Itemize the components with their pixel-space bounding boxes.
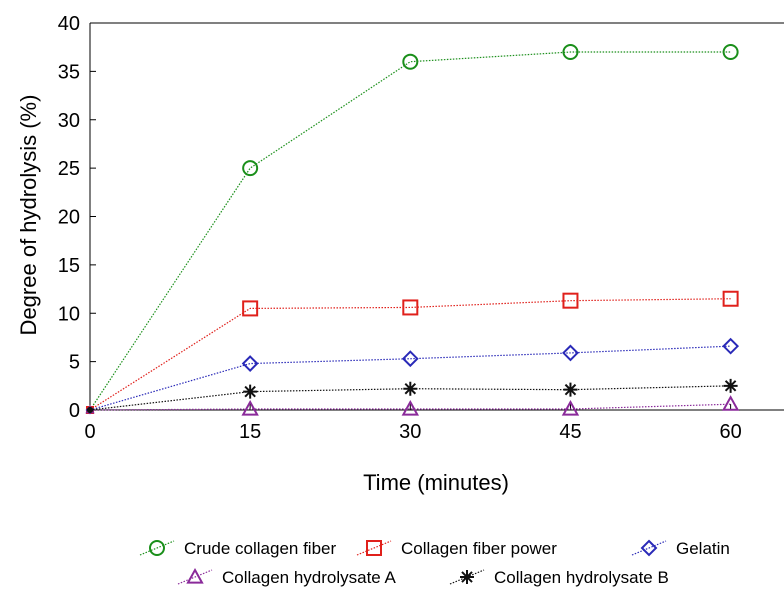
data-point [243, 384, 258, 399]
legend-marker [186, 567, 204, 584]
legend-label: Collagen fiber power [401, 539, 557, 558]
x-tick-label: 15 [239, 421, 261, 443]
legend-item: Collagen fiber power [356, 539, 557, 558]
data-point [723, 378, 738, 393]
series-asterisk [87, 378, 738, 413]
y-tick-label: 25 [58, 158, 80, 180]
axes: 0 5 10 15 20 25 30 35 40 0 15 30 45 60 [58, 13, 784, 443]
legend-label: Collagen hydrolysate A [222, 568, 397, 587]
data-point [722, 290, 739, 307]
y-tick-label: 35 [58, 61, 80, 83]
data-point [242, 300, 259, 317]
data-point [562, 292, 579, 309]
legend-label: Collagen hydrolysate B [494, 568, 669, 587]
data-point [401, 350, 419, 368]
data-point [241, 399, 259, 416]
data-point [402, 299, 419, 316]
data-point [403, 381, 418, 396]
y-tick-label: 40 [58, 13, 80, 35]
data-point [401, 399, 420, 416]
x-tick-label: 30 [399, 421, 421, 443]
y-tick-label: 20 [58, 207, 80, 229]
legend-line [177, 569, 213, 585]
legend: Crude collagen fiber Collagen fiber power… [139, 539, 730, 587]
series-triangle [85, 395, 740, 416]
legend-label: Crude collagen fiber [184, 539, 336, 558]
series-circle [86, 44, 739, 414]
legend-marker [366, 540, 382, 556]
data-point [241, 355, 259, 372]
data-point [722, 44, 739, 61]
legend-marker [460, 570, 474, 584]
legend-label: Gelatin [676, 539, 730, 558]
data-point [561, 399, 580, 416]
series-line [89, 51, 731, 411]
legend-marker [149, 540, 165, 556]
x-axis-label: Time (minutes) [363, 470, 509, 495]
legend-line [139, 540, 175, 556]
data-point [87, 407, 93, 413]
y-tick-label: 10 [58, 303, 80, 325]
legend-item: Gelatin [631, 539, 730, 558]
y-tick-label: 30 [58, 110, 80, 132]
data-point [402, 53, 419, 70]
legend-item: Collagen hydrolysate B [449, 568, 669, 587]
legend-line [631, 540, 667, 556]
data-point [722, 337, 740, 355]
data-point [721, 395, 740, 411]
legend-item: Collagen hydrolysate A [177, 567, 397, 587]
data-point [563, 382, 578, 397]
data-point [242, 160, 259, 177]
y-tick-label: 15 [58, 255, 80, 277]
data-point [562, 344, 579, 362]
y-axis-label: Degree of hydrolysis (%) [16, 95, 41, 336]
y-tick-label: 5 [69, 352, 80, 374]
x-tick-label: 45 [559, 421, 581, 443]
x-tick-label: 60 [719, 421, 741, 443]
legend-item: Crude collagen fiber [139, 539, 336, 558]
series-layer [85, 44, 740, 416]
series-line [89, 298, 731, 411]
series-line [89, 345, 731, 411]
data-point [562, 44, 579, 61]
legend-line [356, 540, 392, 556]
legend-marker [640, 539, 658, 557]
x-tick-label: 0 [84, 421, 95, 443]
y-tick-label: 0 [69, 400, 80, 422]
